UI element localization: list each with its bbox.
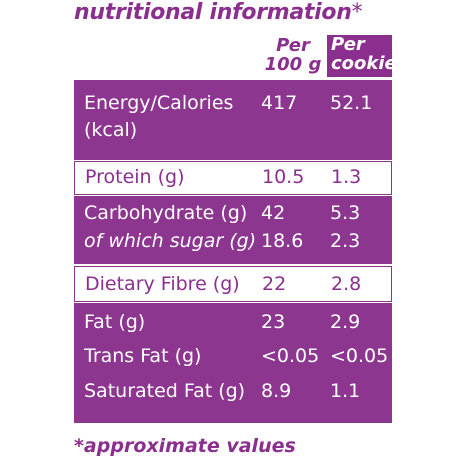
value-per-cookie: 1.3 bbox=[331, 166, 362, 188]
column-header-per-cookie-line1: Per bbox=[331, 34, 365, 55]
column-header-per-100g: Per 100 g bbox=[264, 36, 322, 74]
value-per-cookie: 5.3 bbox=[330, 202, 361, 224]
value-per-100g: 8.9 bbox=[261, 380, 292, 402]
value-per-100g: 10.5 bbox=[262, 166, 305, 188]
page-title: nutritional information* bbox=[74, 0, 363, 25]
table-row-energy: Energy/Calories 417 52.1 (kcal) bbox=[74, 80, 392, 160]
table-row-dietary-fibre: Dietary Fibre (g) 22 2.8 bbox=[74, 266, 392, 302]
value-per-100g: <0.05 bbox=[261, 345, 320, 367]
row-label: Protein (g) bbox=[85, 166, 185, 188]
row-label: Dietary Fibre (g) bbox=[85, 273, 240, 295]
column-header-per-cookie-line2: cookie bbox=[331, 53, 397, 74]
value-per-100g: 22 bbox=[262, 273, 287, 295]
table-row-fat: Fat (g) 23 2.9 Trans Fat (g) <0.05 <0.05… bbox=[74, 303, 392, 423]
value-per-cookie: 52.1 bbox=[330, 92, 373, 114]
table-row-protein: Protein (g) 10.5 1.3 bbox=[74, 161, 392, 195]
value-per-100g: 417 bbox=[261, 92, 298, 114]
value-per-cookie: 2.9 bbox=[330, 311, 361, 333]
value-per-cookie: 1.1 bbox=[330, 380, 361, 402]
row-label: Energy/Calories bbox=[84, 92, 234, 114]
title-asterisk: * bbox=[351, 0, 363, 25]
row-sublabel-trans-fat: Trans Fat (g) bbox=[84, 345, 202, 367]
value-per-100g: 23 bbox=[261, 311, 286, 333]
value-per-100g: 18.6 bbox=[261, 230, 304, 252]
column-header-per-100g-line2: 100 g bbox=[264, 54, 322, 75]
row-label: Fat (g) bbox=[84, 311, 146, 333]
value-per-cookie: <0.05 bbox=[330, 345, 389, 367]
row-sublabel-sugar: of which sugar (g) bbox=[84, 230, 257, 252]
column-header-per-cookie: Per cookie bbox=[327, 34, 397, 77]
column-header-per-100g-line1: Per bbox=[276, 35, 310, 56]
table-row-carbohydrate: Carbohydrate (g) 42 5.3 of which sugar (… bbox=[74, 196, 392, 264]
value-per-cookie: 2.8 bbox=[331, 273, 362, 295]
row-sublabel-saturated-fat: Saturated Fat (g) bbox=[84, 380, 246, 402]
footnote: *approximate values bbox=[74, 435, 296, 457]
row-label-unit: (kcal) bbox=[84, 119, 138, 141]
value-per-cookie: 2.3 bbox=[330, 230, 361, 252]
value-per-100g: 42 bbox=[261, 202, 286, 224]
row-label: Carbohydrate (g) bbox=[84, 202, 248, 224]
title-text: nutritional information bbox=[74, 0, 352, 25]
